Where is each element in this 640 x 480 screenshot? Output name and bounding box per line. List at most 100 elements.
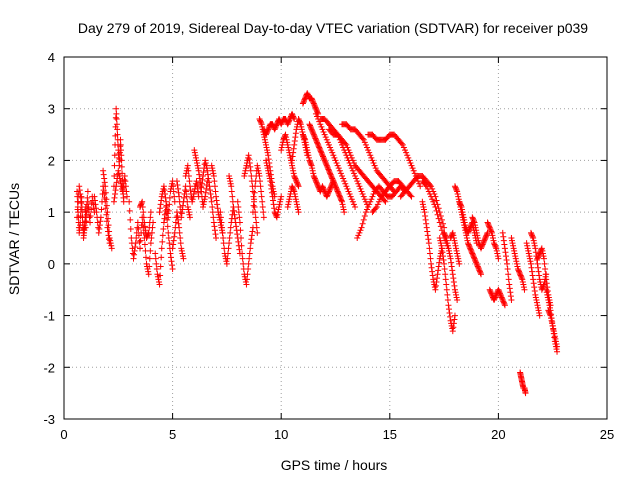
data-point bbox=[536, 251, 543, 258]
data-point bbox=[470, 254, 477, 261]
data-point bbox=[239, 255, 246, 262]
data-point bbox=[416, 180, 423, 187]
data-point bbox=[543, 280, 550, 287]
data-point bbox=[457, 202, 464, 209]
data-point bbox=[182, 187, 189, 194]
data-point bbox=[102, 189, 109, 196]
data-point bbox=[341, 178, 348, 185]
data-point bbox=[359, 191, 366, 198]
data-point bbox=[340, 175, 347, 182]
data-point bbox=[217, 214, 224, 221]
data-point bbox=[492, 294, 499, 301]
data-point bbox=[486, 223, 493, 230]
data-point bbox=[529, 272, 536, 279]
data-point bbox=[299, 131, 306, 138]
data-point bbox=[264, 127, 271, 134]
data-point bbox=[298, 123, 305, 130]
data-point bbox=[333, 160, 340, 167]
data-point bbox=[311, 101, 318, 108]
axis-ticks: 0 5 10 15 20 25 -3 -2 -1 0 1 2 3 4 bbox=[43, 50, 614, 442]
data-point bbox=[501, 241, 508, 248]
data-point bbox=[463, 235, 470, 241]
data-point bbox=[273, 213, 280, 220]
data-point bbox=[271, 205, 278, 212]
data-point bbox=[448, 263, 455, 270]
data-point bbox=[461, 219, 468, 226]
data-point bbox=[428, 193, 435, 200]
data-point bbox=[522, 390, 529, 397]
data-point bbox=[429, 268, 436, 275]
data-point bbox=[369, 157, 376, 164]
data-point bbox=[219, 229, 226, 236]
data-point bbox=[545, 308, 552, 315]
data-point bbox=[270, 201, 277, 208]
data-point bbox=[127, 225, 134, 232]
data-point bbox=[504, 266, 511, 273]
data-point bbox=[491, 240, 498, 247]
data-point bbox=[534, 255, 541, 262]
data-point bbox=[294, 180, 301, 187]
data-point bbox=[100, 167, 107, 174]
data-point bbox=[441, 266, 448, 273]
data-point bbox=[272, 125, 279, 132]
data-point bbox=[297, 121, 304, 128]
data-point bbox=[449, 231, 456, 238]
data-point bbox=[217, 209, 224, 216]
data-point bbox=[246, 255, 253, 262]
data-point bbox=[334, 187, 341, 194]
data-point bbox=[292, 134, 299, 141]
data-point bbox=[441, 260, 448, 267]
data-point bbox=[533, 256, 540, 263]
data-point bbox=[159, 232, 166, 239]
data-point bbox=[164, 210, 171, 217]
data-point bbox=[274, 211, 281, 218]
data-point bbox=[76, 183, 83, 190]
data-point bbox=[276, 203, 283, 210]
data-point bbox=[115, 170, 122, 177]
data-point bbox=[549, 320, 556, 327]
data-point bbox=[479, 241, 486, 248]
data-point bbox=[121, 172, 128, 179]
data-point bbox=[437, 237, 444, 244]
data-point bbox=[247, 240, 254, 247]
data-point bbox=[119, 185, 126, 192]
data-point bbox=[236, 214, 243, 221]
data-point bbox=[114, 131, 121, 138]
data-point bbox=[195, 165, 202, 172]
data-point bbox=[325, 141, 332, 148]
data-point bbox=[113, 110, 120, 117]
data-point bbox=[473, 227, 480, 234]
data-point bbox=[518, 275, 525, 282]
data-point bbox=[492, 244, 499, 251]
data-point bbox=[104, 215, 111, 222]
data-point bbox=[425, 236, 432, 243]
data-point bbox=[551, 330, 558, 337]
data-point bbox=[262, 139, 269, 146]
data-point bbox=[83, 207, 90, 214]
data-point bbox=[337, 194, 344, 201]
data-point bbox=[84, 198, 91, 205]
data-point bbox=[553, 341, 560, 348]
data-point bbox=[447, 253, 454, 260]
data-point bbox=[156, 278, 163, 285]
data-point bbox=[482, 233, 489, 240]
data-point bbox=[454, 253, 461, 260]
data-point bbox=[198, 184, 205, 191]
data-point bbox=[444, 297, 451, 304]
data-point bbox=[302, 136, 309, 143]
data-point bbox=[312, 136, 319, 143]
data-point bbox=[78, 206, 85, 213]
data-point bbox=[167, 250, 174, 257]
data-point bbox=[214, 205, 221, 212]
data-point bbox=[316, 145, 323, 152]
data-point bbox=[435, 263, 442, 270]
data-point bbox=[541, 260, 548, 267]
data-point bbox=[243, 276, 250, 283]
data-point bbox=[170, 188, 177, 195]
data-point bbox=[310, 172, 317, 179]
y-tick-label: 2 bbox=[48, 153, 55, 168]
data-point bbox=[331, 181, 338, 188]
data-point bbox=[421, 206, 428, 213]
data-point bbox=[469, 214, 476, 221]
data-point bbox=[271, 126, 278, 133]
